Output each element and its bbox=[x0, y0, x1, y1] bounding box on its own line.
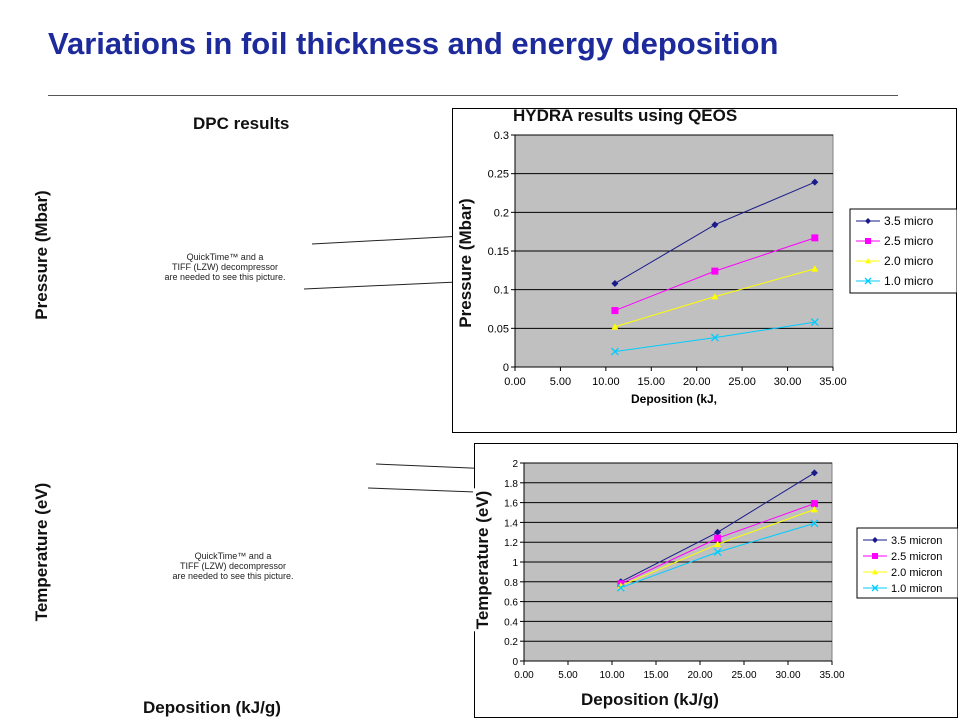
legend-entry: 2.0 micron bbox=[891, 567, 942, 579]
legend-marker bbox=[872, 537, 878, 543]
data-point bbox=[714, 528, 722, 536]
y-tick-label: 0 bbox=[503, 362, 509, 374]
x-tick-label: 30.00 bbox=[775, 670, 800, 681]
y-tick-label: 0.3 bbox=[494, 130, 509, 142]
data-point bbox=[713, 548, 722, 557]
x-tick-label: 25.00 bbox=[731, 670, 756, 681]
legend-marker bbox=[871, 584, 879, 592]
placeholder-line: TIFF (LZW) decompressor bbox=[179, 561, 286, 571]
x-tick-label: 15.00 bbox=[638, 376, 666, 388]
title-underline bbox=[48, 95, 898, 96]
y-tick-label: 0 bbox=[512, 657, 518, 668]
x-tick-label: 0.00 bbox=[514, 670, 534, 681]
x-tick-label: 0.00 bbox=[504, 376, 525, 388]
y-tick-label: 0.4 bbox=[504, 617, 518, 628]
hydra-temperature-axis-label: Temperature (eV) bbox=[473, 488, 493, 632]
legend-marker bbox=[872, 569, 878, 575]
data-point bbox=[611, 323, 619, 330]
x-tick-label: 30.00 bbox=[774, 376, 802, 388]
placeholder-line: QuickTime™ and a bbox=[186, 252, 264, 262]
x-tick-label: 15.00 bbox=[643, 670, 668, 681]
data-point bbox=[610, 347, 619, 356]
data-point bbox=[810, 318, 819, 327]
legend-entry: 2.5 micron bbox=[891, 551, 942, 563]
legend-entry: 3.5 micro bbox=[884, 214, 934, 228]
data-point bbox=[811, 234, 819, 242]
x-tick-label: 20.00 bbox=[683, 376, 711, 388]
data-point bbox=[611, 307, 619, 315]
legend-marker bbox=[865, 258, 871, 264]
y-tick-label: 1.6 bbox=[504, 499, 518, 510]
data-point bbox=[810, 500, 818, 508]
y-tick-label: 0.8 bbox=[504, 578, 518, 589]
data-point bbox=[810, 519, 819, 528]
placeholder-line: are needed to see this picture. bbox=[172, 571, 294, 581]
hydra-pressure-chart: 0 0.05 0.1 0.15 0.2 0.25 0.3 0.00 5.00 10.00 15.00… bbox=[452, 108, 957, 433]
data-point bbox=[810, 506, 818, 513]
hydra-temperature-chart: 0 0.2 0.4 0.6 0.8 1 1.2 1.4 1.6 1.8 2 0.00 5.00 10.00… bbox=[474, 443, 958, 718]
y-tick-label: 0.25 bbox=[488, 169, 509, 181]
data-point bbox=[710, 333, 719, 342]
y-tick-label: 1.4 bbox=[504, 518, 518, 529]
hydra-deposition-axis-label: Deposition (kJ/g) bbox=[575, 690, 725, 710]
slide-title: Variations in foil thickness and energy … bbox=[48, 26, 779, 61]
y-tick-label: 1.2 bbox=[504, 538, 518, 549]
x-tick-label: 35.00 bbox=[819, 670, 844, 681]
hydra-results-label: HYDRA results using QEOS bbox=[513, 106, 738, 125]
x-tick-label: 25.00 bbox=[728, 376, 756, 388]
x-tick-label: 5.00 bbox=[550, 376, 571, 388]
y-tick-label: 0.6 bbox=[504, 598, 518, 609]
data-point bbox=[711, 267, 719, 275]
data-point bbox=[811, 265, 819, 272]
legend-entry: 1.0 micro bbox=[884, 274, 934, 288]
left-pressure-axis-label: Pressure (Mbar) bbox=[32, 190, 51, 320]
y-tick-label: 0.2 bbox=[494, 207, 509, 219]
x-axis-title: Deposition (kJ, bbox=[631, 392, 717, 406]
x-tick-label: 5.00 bbox=[558, 670, 578, 681]
legend-marker bbox=[872, 553, 878, 559]
temperature-chart-svg: 00.20.40.60.811.21.41.61.820.00 5.00 10.00… bbox=[474, 443, 958, 718]
y-tick-label: 1.8 bbox=[504, 479, 518, 490]
hydra-pressure-axis-label: Pressure (Mbar) bbox=[456, 196, 476, 330]
quicktime-placeholder-top: QuickTime™ and a TIFF (LZW) decompressor… bbox=[130, 252, 320, 282]
placeholder-line: QuickTime™ and a bbox=[194, 551, 272, 561]
data-point bbox=[711, 293, 719, 300]
legend-marker bbox=[864, 277, 872, 285]
data-point bbox=[611, 279, 619, 287]
left-deposition-axis-label: Deposition (kJ/g) bbox=[143, 698, 281, 717]
placeholder-line: are needed to see this picture. bbox=[164, 272, 286, 282]
data-point bbox=[810, 469, 818, 477]
x-tick-label: 10.00 bbox=[599, 670, 624, 681]
left-temperature-axis-label: Temperature (eV) bbox=[32, 482, 51, 622]
dpc-results-label: DPC results bbox=[193, 114, 290, 133]
y-tick-label: 0.1 bbox=[494, 285, 509, 297]
pressure-chart-svg: 0 0.05 0.1 0.15 0.2 0.25 0.3 0.00 5.00 10.00 15.00… bbox=[452, 108, 957, 433]
y-tick-label: 2 bbox=[512, 459, 518, 470]
data-point bbox=[811, 178, 819, 186]
legend-entry: 2.5 micro bbox=[884, 234, 934, 248]
y-tick-label: 0.2 bbox=[504, 637, 518, 648]
data-point bbox=[714, 534, 722, 542]
data-point bbox=[711, 221, 719, 229]
legend-entry: 1.0 micron bbox=[891, 583, 942, 595]
x-tick-label: 20.00 bbox=[687, 670, 712, 681]
x-tick-label: 35.00 bbox=[819, 376, 847, 388]
data-point bbox=[714, 540, 722, 547]
legend-marker bbox=[865, 218, 871, 224]
y-tick-label: 0.05 bbox=[488, 323, 509, 335]
data-point bbox=[616, 583, 625, 592]
x-tick-label: 10.00 bbox=[592, 376, 620, 388]
quicktime-placeholder-bottom: QuickTime™ and a TIFF (LZW) decompressor… bbox=[138, 551, 328, 581]
legend-entry: 2.0 micro bbox=[884, 254, 934, 268]
y-tick-label: 0.15 bbox=[488, 246, 509, 258]
legend-entry: 3.5 micron bbox=[891, 535, 942, 547]
placeholder-line: TIFF (LZW) decompressor bbox=[171, 262, 278, 272]
legend-marker bbox=[865, 238, 871, 244]
y-tick-label: 1 bbox=[512, 558, 518, 569]
